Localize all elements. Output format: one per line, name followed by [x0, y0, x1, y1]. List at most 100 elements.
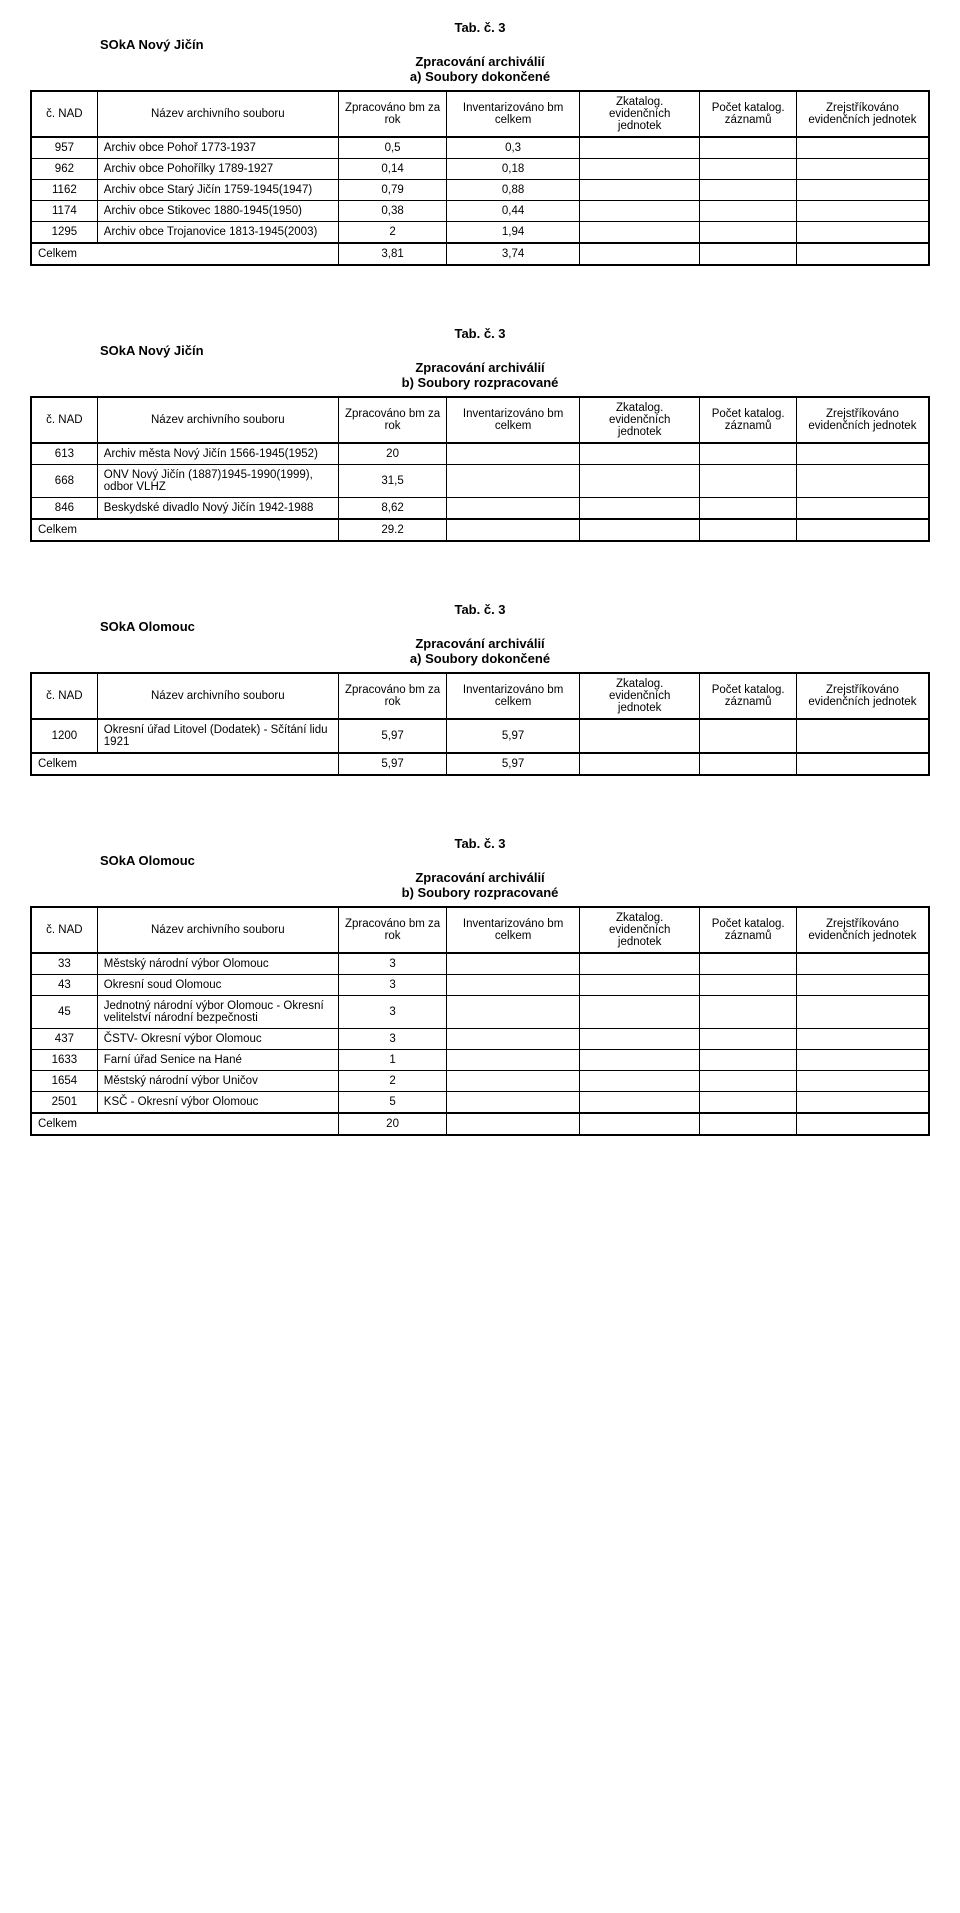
cell-name: Beskydské divadlo Nový Jičín 1942-1988	[97, 498, 338, 520]
table-row: 613Archiv města Nový Jičín 1566-1945(195…	[31, 443, 929, 465]
cell-zp: 20	[338, 443, 446, 465]
col-zprac: Zpracováno bm za rok	[338, 673, 446, 719]
cell-celkem: Celkem	[31, 753, 338, 775]
col-zkat: Zkatalog. evidenčních jednotek	[579, 907, 700, 953]
table-row: 1200Okresní úřad Litovel (Dodatek) - Sčí…	[31, 719, 929, 753]
cell-pocet	[700, 498, 796, 520]
table-row: 1654Městský národní výbor Uničov2	[31, 1071, 929, 1092]
cell-zrej	[796, 498, 929, 520]
col-zrej: Zrejstříkováno evidenčních jednotek	[796, 91, 929, 137]
data-table: č. NADNázev archivního souboruZpracováno…	[30, 90, 930, 266]
cell-name: Archiv obce Pohořílky 1789-1927	[97, 159, 338, 180]
cell-total-inv: 5,97	[447, 753, 580, 775]
cell-name: Městský národní výbor Uničov	[97, 1071, 338, 1092]
section-subtitle: b) Soubory rozpracované	[30, 375, 930, 390]
cell-nad: 43	[31, 975, 97, 996]
cell-nad: 957	[31, 137, 97, 159]
cell-name: KSČ - Okresní výbor Olomouc	[97, 1092, 338, 1114]
cell-zkat	[579, 1050, 700, 1071]
cell-zkat	[579, 443, 700, 465]
col-nad: č. NAD	[31, 397, 97, 443]
cell-inv: 0,3	[447, 137, 580, 159]
table-row: 1162Archiv obce Starý Jičín 1759-1945(19…	[31, 180, 929, 201]
data-table: č. NADNázev archivního souboruZpracováno…	[30, 672, 930, 776]
cell-zp: 0,38	[338, 201, 446, 222]
col-name: Název archivního souboru	[97, 673, 338, 719]
cell-name: Okresní soud Olomouc	[97, 975, 338, 996]
cell-inv	[447, 953, 580, 975]
col-name: Název archivního souboru	[97, 907, 338, 953]
col-inv: Inventarizováno bm celkem	[447, 673, 580, 719]
cell-inv	[447, 465, 580, 498]
cell-zp: 5	[338, 1092, 446, 1114]
cell-pocet	[700, 975, 796, 996]
cell-zrej	[796, 222, 929, 244]
cell-pocet	[700, 953, 796, 975]
total-row: Celkem29.2	[31, 519, 929, 541]
cell-zp: 0,5	[338, 137, 446, 159]
col-pocet: Počet katalog. záznamů	[700, 397, 796, 443]
cell-pocet	[700, 137, 796, 159]
cell-zkat	[579, 996, 700, 1029]
tab-number: Tab. č. 3	[30, 836, 930, 851]
cell-name: Okresní úřad Litovel (Dodatek) - Sčítání…	[97, 719, 338, 753]
cell-zp: 2	[338, 1071, 446, 1092]
cell-nad: 33	[31, 953, 97, 975]
cell-zrej	[796, 975, 929, 996]
cell-name: ONV Nový Jičín (1887)1945-1990(1999), od…	[97, 465, 338, 498]
cell-pocet	[700, 719, 796, 753]
cell-name: Archiv obce Pohoř 1773-1937	[97, 137, 338, 159]
tab-number: Tab. č. 3	[30, 602, 930, 617]
cell-zp: 3	[338, 996, 446, 1029]
cell-name: Archiv obce Stikovec 1880-1945(1950)	[97, 201, 338, 222]
cell-name: Archiv obce Trojanovice 1813-1945(2003)	[97, 222, 338, 244]
col-inv: Inventarizováno bm celkem	[447, 907, 580, 953]
cell-total-inv	[447, 519, 580, 541]
data-table: č. NADNázev archivního souboruZpracováno…	[30, 906, 930, 1136]
cell-zrej	[796, 1029, 929, 1050]
soka-title: SOkA Nový Jičín	[100, 343, 930, 358]
total-row: Celkem20	[31, 1113, 929, 1135]
soka-title: SOkA Olomouc	[100, 619, 930, 634]
soka-title: SOkA Olomouc	[100, 853, 930, 868]
tab-number: Tab. č. 3	[30, 20, 930, 35]
cell-zkat	[579, 1029, 700, 1050]
cell-celkem: Celkem	[31, 1113, 338, 1135]
cell-zp: 5,97	[338, 719, 446, 753]
cell-zkat	[579, 498, 700, 520]
col-nad: č. NAD	[31, 907, 97, 953]
col-zprac: Zpracováno bm za rok	[338, 91, 446, 137]
section-subtitle: a) Soubory dokončené	[30, 651, 930, 666]
cell-nad: 613	[31, 443, 97, 465]
tab-number: Tab. č. 3	[30, 326, 930, 341]
cell-nad: 2501	[31, 1092, 97, 1114]
cell-inv: 1,94	[447, 222, 580, 244]
section-title: Zpracování archiválií	[30, 636, 930, 651]
table-row: 2501KSČ - Okresní výbor Olomouc5	[31, 1092, 929, 1114]
cell-celkem: Celkem	[31, 519, 338, 541]
table-row: 1295Archiv obce Trojanovice 1813-1945(20…	[31, 222, 929, 244]
cell-zrej	[796, 180, 929, 201]
cell-inv	[447, 1092, 580, 1114]
cell-zrej	[796, 953, 929, 975]
cell-inv: 0,88	[447, 180, 580, 201]
cell-inv	[447, 1029, 580, 1050]
cell-zrej	[796, 159, 929, 180]
col-nad: č. NAD	[31, 91, 97, 137]
section-title: Zpracování archiválií	[30, 870, 930, 885]
section-subtitle: b) Soubory rozpracované	[30, 885, 930, 900]
total-row: Celkem5,975,97	[31, 753, 929, 775]
cell-name: Jednotný národní výbor Olomouc - Okresní…	[97, 996, 338, 1029]
cell-nad: 962	[31, 159, 97, 180]
cell-zkat	[579, 222, 700, 244]
cell-zrej	[796, 996, 929, 1029]
cell-zkat	[579, 719, 700, 753]
cell-zp: 0,79	[338, 180, 446, 201]
cell-pocet	[700, 201, 796, 222]
cell-celkem: Celkem	[31, 243, 338, 265]
section-title: Zpracování archiválií	[30, 54, 930, 69]
cell-zkat	[579, 1092, 700, 1114]
cell-zrej	[796, 465, 929, 498]
cell-total-zp: 3,81	[338, 243, 446, 265]
col-inv: Inventarizováno bm celkem	[447, 91, 580, 137]
